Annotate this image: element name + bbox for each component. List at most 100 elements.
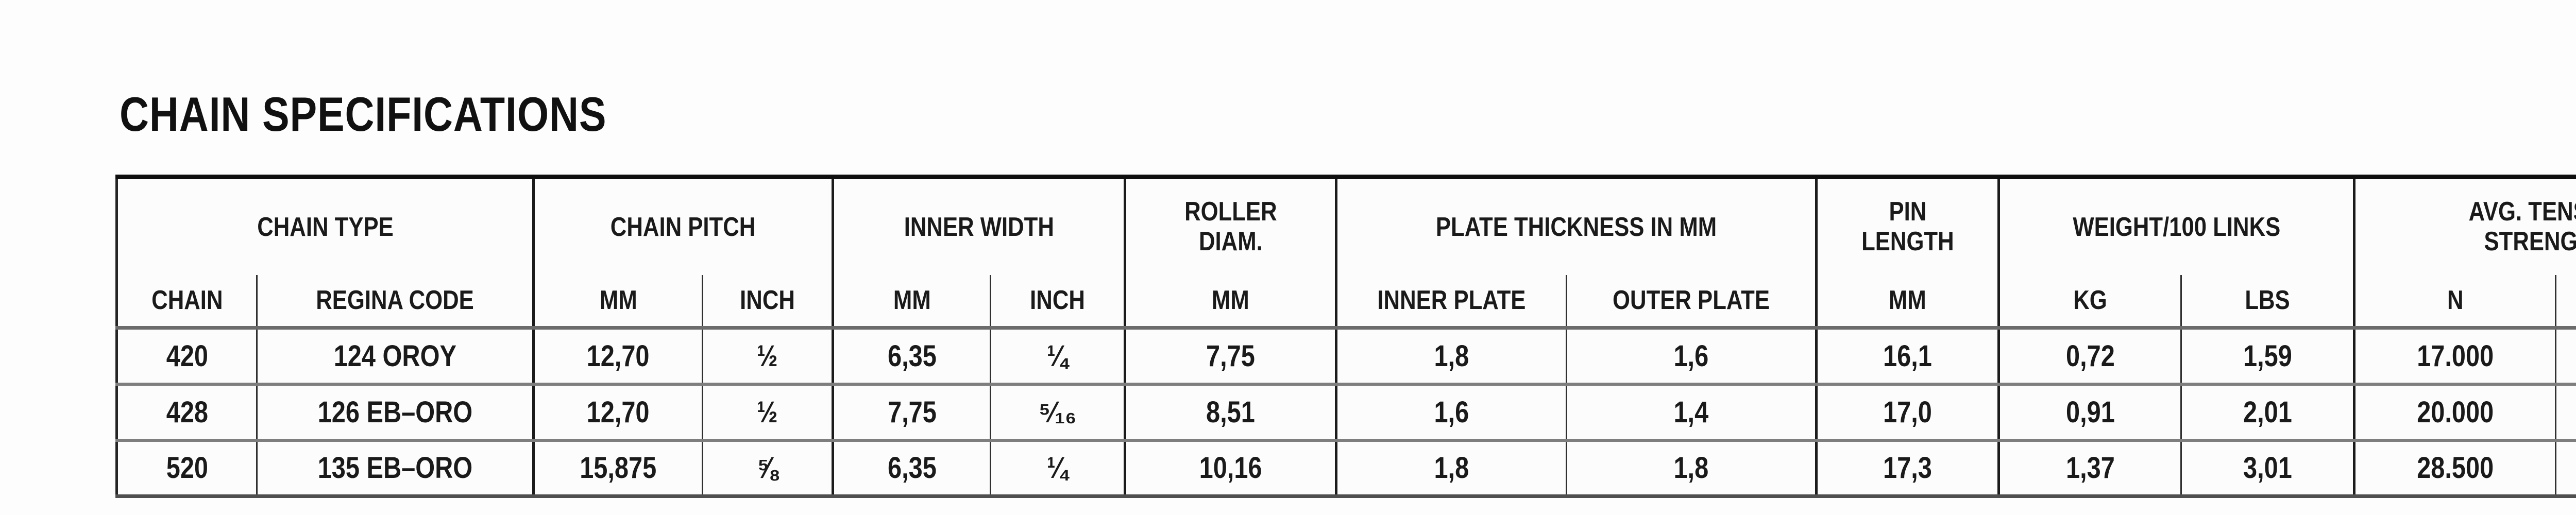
- cell-kg: 1,37: [1997, 440, 2181, 496]
- cell-pitch-inch: ½: [702, 384, 833, 442]
- header-avg-tensile-strength: AVG. TENSILE STRENGTH: [2353, 177, 2576, 275]
- header-pin-length: PIN LENGTH: [1815, 177, 1999, 275]
- cell-regina-code: 135 EB–ORO: [256, 440, 534, 496]
- cell-pin-mm: 16,1: [1815, 328, 1999, 386]
- cell-width-mm: 6,35: [832, 440, 991, 496]
- subheader-width-mm-text: MM: [893, 285, 931, 316]
- subheader-pitch-inch-text: INCH: [740, 285, 795, 316]
- header-roller-diam: ROLLER DIAM.: [1124, 177, 1336, 275]
- header-plate-thickness-text: PLATE THICKNESS IN MM: [1435, 212, 1717, 242]
- header-group-row: CHAIN TYPE CHAIN PITCH INNER WIDTH ROLLE…: [117, 177, 2576, 275]
- subheader-pin-mm: MM: [1815, 274, 1999, 330]
- subheader-kg-text: KG: [2073, 285, 2107, 316]
- cell-kg: 0,72: [1997, 328, 2181, 386]
- cell-width-inch: ⁵⁄₁₆: [990, 384, 1125, 442]
- cell-text: 6,35: [887, 339, 937, 373]
- cell-text: 0,91: [2065, 395, 2115, 429]
- cell-roller-mm: 10,16: [1124, 440, 1336, 496]
- cell-chain: 420: [116, 328, 257, 386]
- subheader-pitch-mm-text: MM: [599, 285, 637, 316]
- cell-text: 124 OROY: [333, 339, 456, 373]
- cell-chain: 428: [116, 384, 257, 442]
- subheader-width-inch-text: INCH: [1030, 285, 1085, 316]
- cell-text: 17,3: [1883, 451, 1932, 485]
- cell-inner-plate: 1,6: [1335, 384, 1567, 442]
- subheader-tensile-lbs: LBS: [2555, 274, 2576, 330]
- cell-tensile-n: 28.500: [2353, 440, 2556, 496]
- cell-text: 3,01: [2243, 451, 2292, 485]
- table-row-420: 420 124 OROY 12,70 ½ 6,35 ¼ 7,75 1,8 1,6…: [116, 328, 2576, 386]
- cell-pitch-mm: 12,70: [532, 328, 703, 386]
- subheader-outer-plate-text: OUTER PLATE: [1613, 285, 1770, 316]
- cell-text: 2,01: [2243, 395, 2292, 429]
- table-row-520: 520 135 EB–ORO 15,875 ⅝ 6,35 ¼ 10,16 1,8…: [117, 440, 2576, 496]
- subheader-roller-mm: MM: [1124, 274, 1336, 330]
- subheader-inner-plate: INNER PLATE: [1335, 274, 1567, 330]
- table-header: CHAIN TYPE CHAIN PITCH INNER WIDTH ROLLE…: [116, 177, 2576, 330]
- cell-text: 1,59: [2243, 339, 2292, 373]
- cell-text: 520: [166, 451, 208, 485]
- cell-text: ¼: [1047, 451, 1068, 485]
- subheader-chain-text: CHAIN: [151, 285, 223, 316]
- cell-text: ½: [757, 395, 778, 429]
- cell-regina-code: 124 OROY: [256, 328, 534, 386]
- cell-text: 1,6: [1673, 339, 1709, 373]
- subheader-regina-code-text: REGINA CODE: [316, 285, 474, 316]
- cell-text: ¼: [1047, 339, 1068, 373]
- cell-tensile-n: 17.000: [2353, 328, 2556, 386]
- cell-text: 15,875: [580, 451, 657, 485]
- header-weight-100-links: WEIGHT/100 LINKS: [1997, 177, 2354, 275]
- cell-text: 10,16: [1199, 451, 1262, 485]
- cell-outer-plate: 1,6: [1566, 328, 1817, 386]
- subheader-n-text: N: [2447, 285, 2464, 316]
- cell-text: 8,51: [1206, 395, 1255, 429]
- cell-text: 12,70: [587, 395, 650, 429]
- cell-text: 1,37: [2065, 451, 2115, 485]
- cell-text: ½: [757, 339, 778, 373]
- subheader-chain: CHAIN: [116, 274, 257, 330]
- header-chain-type: CHAIN TYPE: [117, 177, 534, 275]
- cell-pin-mm: 17,3: [1815, 440, 1999, 496]
- cell-chain: 520: [117, 440, 257, 496]
- cell-roller-mm: 8,51: [1124, 384, 1336, 442]
- cell-width-inch: ¼: [990, 440, 1125, 496]
- subheader-roller-mm-text: MM: [1212, 285, 1249, 316]
- cell-text: 1,8: [1434, 339, 1469, 373]
- cell-regina-code: 126 EB–ORO: [256, 384, 534, 442]
- cell-text: 17.000: [2417, 339, 2494, 373]
- cell-kg: 0,91: [1997, 384, 2181, 442]
- chain-specifications-table: CHAIN TYPE CHAIN PITCH INNER WIDTH ROLLE…: [115, 175, 2576, 498]
- header-plate-thickness: PLATE THICKNESS IN MM: [1335, 177, 1817, 275]
- header-inner-width-text: INNER WIDTH: [904, 212, 1054, 242]
- cell-tensile-lbs: 6.407: [2555, 440, 2576, 496]
- cell-width-mm: 6,35: [832, 328, 991, 386]
- cell-text: 420: [166, 339, 208, 373]
- cell-pitch-mm: 15,875: [532, 440, 703, 496]
- subheader-outer-plate: OUTER PLATE: [1566, 274, 1817, 330]
- header-chain-type-text: CHAIN TYPE: [257, 212, 394, 242]
- cell-roller-mm: 7,75: [1124, 328, 1336, 386]
- cell-text: 7,75: [1206, 339, 1255, 373]
- header-pin-length-text: PIN LENGTH: [1861, 197, 1954, 257]
- cell-tensile-n: 20.000: [2353, 384, 2556, 442]
- cell-text: 12,70: [587, 339, 650, 373]
- cell-width-mm: 7,75: [832, 384, 991, 442]
- cell-lbs: 3,01: [2180, 440, 2354, 496]
- subheader-kg: KG: [1997, 274, 2181, 330]
- cell-outer-plate: 1,4: [1566, 384, 1817, 442]
- page-title: CHAIN SPECIFICATIONS: [120, 87, 607, 141]
- subheader-regina-code: REGINA CODE: [256, 274, 534, 330]
- cell-text: 16,1: [1883, 339, 1932, 373]
- subheader-pitch-mm: MM: [532, 274, 703, 330]
- cell-lbs: 1,59: [2180, 328, 2354, 386]
- header-sub-row: CHAIN REGINA CODE MM INCH MM INCH MM INN…: [116, 274, 2576, 330]
- cell-text: 428: [166, 395, 208, 429]
- cell-text: 135 EB–ORO: [317, 451, 472, 485]
- cell-text: 17,0: [1883, 395, 1932, 429]
- header-avg-tensile-strength-text: AVG. TENSILE STRENGTH: [2469, 197, 2576, 257]
- cell-tensile-lbs: 3.822: [2555, 328, 2576, 386]
- subheader-width-mm: MM: [832, 274, 991, 330]
- subheader-pin-mm-text: MM: [1889, 285, 1926, 316]
- cell-tensile-lbs: 4.496: [2555, 384, 2576, 442]
- cell-text: 20.000: [2417, 395, 2494, 429]
